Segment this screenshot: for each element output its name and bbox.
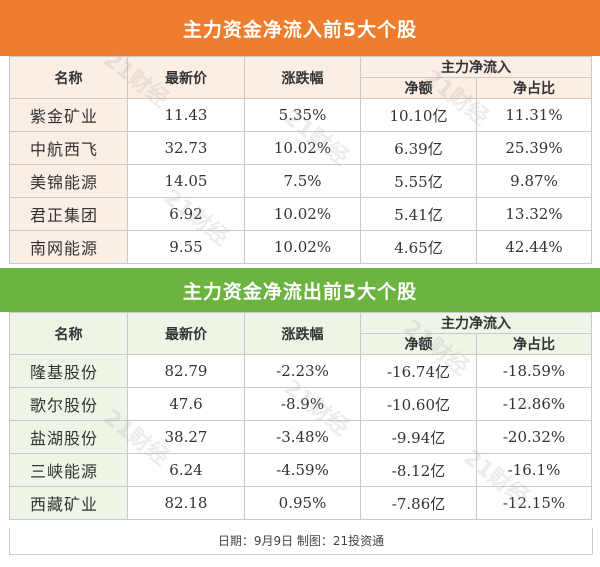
stock-ratio: 11.31% — [476, 98, 592, 132]
stock-change: 0.95% — [244, 486, 361, 520]
stock-ratio: -16.1% — [476, 453, 592, 487]
table-row: 君正集团 6.92 10.02% 5.41亿 13.32% — [9, 197, 592, 231]
stock-net: 10.10亿 — [360, 98, 477, 132]
col-header-net: 净额 — [360, 333, 477, 355]
stock-price: 6.92 — [127, 197, 245, 231]
stock-name: 隆基股份 — [9, 354, 128, 388]
table-row: 中航西飞 32.73 10.02% 6.39亿 25.39% — [9, 131, 592, 165]
stock-price: 11.43 — [127, 98, 245, 132]
stock-ratio: 42.44% — [476, 230, 592, 264]
stock-ratio: 25.39% — [476, 131, 592, 165]
stock-price: 32.73 — [127, 131, 245, 165]
footer-credit: 日期：9月9日 制图：21投资通 — [9, 528, 593, 555]
stock-name: 美锦能源 — [9, 164, 128, 198]
col-header-ratio: 净占比 — [476, 77, 592, 99]
inflow-table: 名称 最新价 涨跌幅 主力净流入 净额 净占比 紫金矿业 11.43 5.35%… — [9, 56, 592, 264]
stock-net: -16.74亿 — [360, 354, 477, 388]
stock-change: -2.23% — [244, 354, 361, 388]
col-header-name: 名称 — [9, 312, 128, 355]
stock-name: 中航西飞 — [9, 131, 128, 165]
col-header-net: 净额 — [360, 77, 477, 99]
stock-net: -7.86亿 — [360, 486, 477, 520]
stock-name: 歌尔股份 — [9, 387, 128, 421]
table-row: 南网能源 9.55 10.02% 4.65亿 42.44% — [9, 230, 592, 264]
inflow-title: 主力资金净流入前5大个股 — [0, 0, 600, 56]
stock-name: 西藏矿业 — [9, 486, 128, 520]
stock-net: -10.60亿 — [360, 387, 477, 421]
col-header-change: 涨跌幅 — [244, 312, 361, 355]
stock-net: 6.39亿 — [360, 131, 477, 165]
stock-change: -3.48% — [244, 420, 361, 454]
col-header-price: 最新价 — [127, 56, 245, 99]
stock-price: 82.79 — [127, 354, 245, 388]
stock-net: 4.65亿 — [360, 230, 477, 264]
stock-ratio: -18.59% — [476, 354, 592, 388]
stock-change: 5.35% — [244, 98, 361, 132]
col-header-group: 主力净流入 — [360, 312, 592, 334]
stock-net: -8.12亿 — [360, 453, 477, 487]
table-row: 美锦能源 14.05 7.5% 5.55亿 9.87% — [9, 164, 592, 198]
stock-ratio: 9.87% — [476, 164, 592, 198]
stock-net: 5.55亿 — [360, 164, 477, 198]
col-header-change: 涨跌幅 — [244, 56, 361, 99]
col-header-name: 名称 — [9, 56, 128, 99]
stock-ratio: 13.32% — [476, 197, 592, 231]
stock-price: 9.55 — [127, 230, 245, 264]
outflow-title: 主力资金净流出前5大个股 — [0, 268, 600, 312]
col-header-price: 最新价 — [127, 312, 245, 355]
col-header-ratio: 净占比 — [476, 333, 592, 355]
stock-name: 君正集团 — [9, 197, 128, 231]
stock-price: 47.6 — [127, 387, 245, 421]
table-row: 隆基股份 82.79 -2.23% -16.74亿 -18.59% — [9, 354, 592, 388]
stock-ratio: -12.15% — [476, 486, 592, 520]
outflow-table: 名称 最新价 涨跌幅 主力净流入 净额 净占比 隆基股份 82.79 -2.23… — [9, 312, 592, 520]
stock-price: 6.24 — [127, 453, 245, 487]
stock-ratio: -12.86% — [476, 387, 592, 421]
stock-price: 82.18 — [127, 486, 245, 520]
col-header-group: 主力净流入 — [360, 56, 592, 78]
table-row: 西藏矿业 82.18 0.95% -7.86亿 -12.15% — [9, 486, 592, 520]
stock-name: 紫金矿业 — [9, 98, 128, 132]
stock-change: 10.02% — [244, 197, 361, 231]
stock-price: 38.27 — [127, 420, 245, 454]
stock-change: -4.59% — [244, 453, 361, 487]
stock-change: 7.5% — [244, 164, 361, 198]
stock-change: 10.02% — [244, 131, 361, 165]
stock-ratio: -20.32% — [476, 420, 592, 454]
stock-change: -8.9% — [244, 387, 361, 421]
stock-price: 14.05 — [127, 164, 245, 198]
stock-name: 南网能源 — [9, 230, 128, 264]
stock-name: 三峡能源 — [9, 453, 128, 487]
table-row: 三峡能源 6.24 -4.59% -8.12亿 -16.1% — [9, 453, 592, 487]
stock-change: 10.02% — [244, 230, 361, 264]
table-row: 盐湖股份 38.27 -3.48% -9.94亿 -20.32% — [9, 420, 592, 454]
stock-name: 盐湖股份 — [9, 420, 128, 454]
table-row: 紫金矿业 11.43 5.35% 10.10亿 11.31% — [9, 98, 592, 132]
table-row: 歌尔股份 47.6 -8.9% -10.60亿 -12.86% — [9, 387, 592, 421]
stock-net: -9.94亿 — [360, 420, 477, 454]
stock-net: 5.41亿 — [360, 197, 477, 231]
